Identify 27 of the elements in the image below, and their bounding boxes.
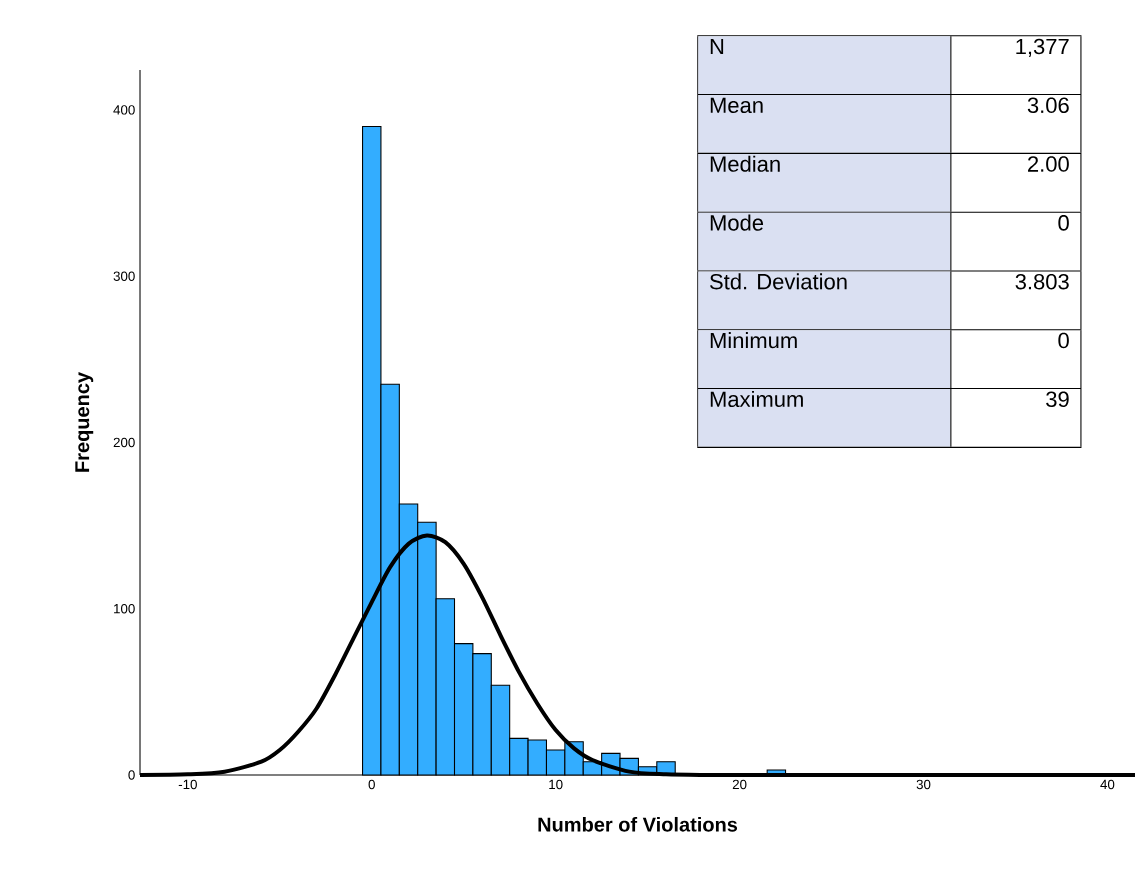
x-axis-title: Number of Violations: [538, 816, 738, 832]
x-tick-label: 30: [916, 779, 931, 790]
x-tick-label: 40: [1100, 779, 1115, 790]
y-tick-label: 200: [113, 437, 135, 448]
x-tick-label: -10: [178, 779, 197, 790]
y-tick-label: 300: [113, 271, 135, 281]
annotation: 0: [1058, 332, 1069, 349]
annotation: 2.00: [1028, 156, 1069, 172]
annotation: Mode: [710, 214, 764, 231]
annotation: Minimum: [710, 332, 797, 349]
annotation: Mean: [710, 97, 763, 114]
y-tick-label: 100: [114, 603, 135, 614]
x-tick-label: 0: [368, 779, 375, 790]
annotation: 3.06: [1027, 97, 1069, 114]
y-tick-label: 0: [128, 770, 135, 780]
annotation: 39: [1046, 391, 1069, 408]
y-axis-title: Frequency: [75, 372, 94, 472]
x-tick-label: 10: [549, 779, 563, 790]
x-tick-label: 20: [732, 779, 747, 790]
text: N: [710, 38, 724, 55]
annotation: Std. Deviation: [710, 273, 847, 290]
annotation: Maximum: [710, 390, 803, 408]
annotation: 3.803: [1015, 273, 1069, 290]
text: 1,377: [1016, 38, 1069, 57]
annotation: Median: [710, 155, 780, 172]
annotation: 0: [1058, 215, 1069, 231]
y-tick-label: 400: [113, 105, 135, 115]
